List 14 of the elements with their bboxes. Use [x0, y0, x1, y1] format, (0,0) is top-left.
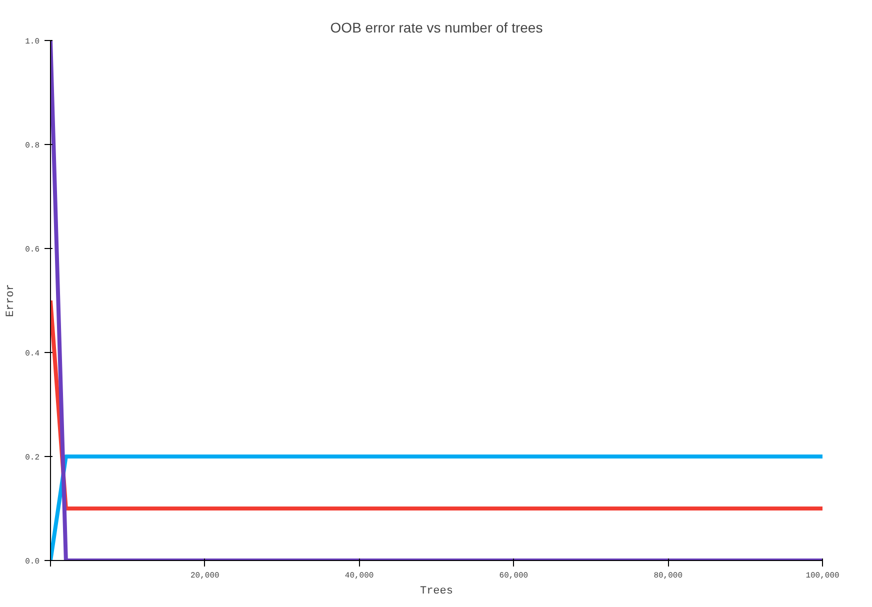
y-tick-label: 0.6 — [25, 246, 40, 254]
y-tick-label: 0.0 — [25, 558, 40, 566]
chart-title: OOB error rate vs number of trees — [330, 20, 543, 36]
y-axis-title: Error — [5, 284, 18, 318]
y-tick-label: 0.4 — [25, 350, 40, 358]
y-tick-label: 1.0 — [25, 38, 40, 46]
x-axis-title: Trees — [420, 586, 454, 598]
x-tick-label: 40,000 — [344, 572, 374, 580]
x-tick-label: 60,000 — [499, 572, 528, 580]
y-tick-label: 0.2 — [25, 454, 40, 462]
y-tick-label: 0.8 — [25, 142, 40, 150]
x-tick-label: 80,000 — [654, 572, 683, 580]
x-tick-label: 20,000 — [190, 572, 220, 580]
x-tick-label: 100,000 — [806, 572, 840, 580]
